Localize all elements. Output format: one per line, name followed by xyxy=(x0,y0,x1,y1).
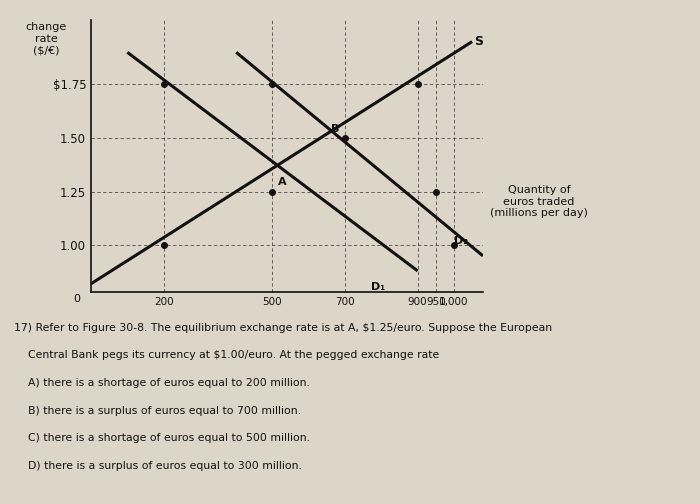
Text: B: B xyxy=(330,123,339,134)
Text: Quantity of
euros traded
(millions per day): Quantity of euros traded (millions per d… xyxy=(490,185,588,218)
Text: Central Bank pegs its currency at $1.00/euro. At the pegged exchange rate: Central Bank pegs its currency at $1.00/… xyxy=(14,350,440,360)
Text: A: A xyxy=(278,177,286,187)
Text: 17) Refer to Figure 30-8. The equilibrium exchange rate is at A, $1.25/euro. Sup: 17) Refer to Figure 30-8. The equilibriu… xyxy=(14,323,552,333)
Text: D) there is a surplus of euros equal to 300 million.: D) there is a surplus of euros equal to … xyxy=(14,461,302,471)
Text: 0: 0 xyxy=(73,294,80,304)
Text: change
rate
($/€): change rate ($/€) xyxy=(26,22,67,55)
Text: A) there is a shortage of euros equal to 200 million.: A) there is a shortage of euros equal to… xyxy=(14,378,310,388)
Text: D₂: D₂ xyxy=(454,236,468,246)
Text: B) there is a surplus of euros equal to 700 million.: B) there is a surplus of euros equal to … xyxy=(14,406,301,416)
Text: S: S xyxy=(474,35,483,48)
Text: D₁: D₁ xyxy=(371,282,385,292)
Text: C) there is a shortage of euros equal to 500 million.: C) there is a shortage of euros equal to… xyxy=(14,433,310,444)
